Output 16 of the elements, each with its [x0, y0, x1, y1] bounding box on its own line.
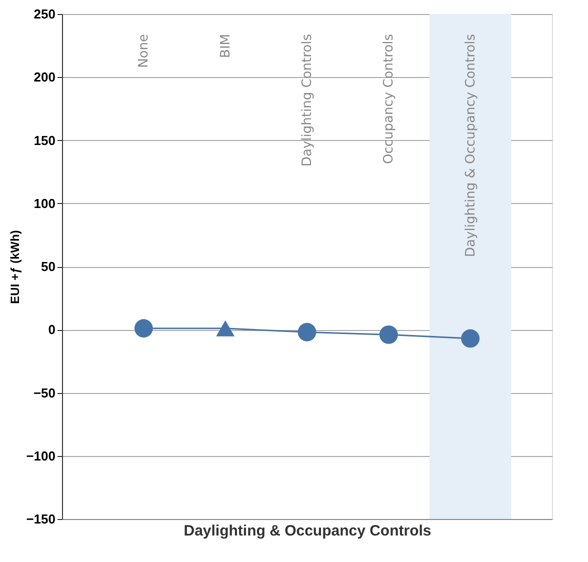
y-tick-label: −50 [33, 385, 56, 400]
y-axis-title: EUI +ƒ (kWh) [8, 230, 22, 304]
x-tick-label: None [136, 34, 152, 68]
x-tick-label: BIM [218, 34, 234, 58]
y-tick-label: 200 [34, 70, 56, 85]
x-tick-label: Occupancy Controls [382, 34, 397, 164]
y-tick-label: 150 [34, 132, 56, 148]
y-tick-label: −100 [26, 448, 56, 464]
y-tick-label: 250 [34, 6, 56, 22]
x-axis-title: Daylighting & Occupancy Controls [184, 522, 432, 540]
y-tick-label: 50 [41, 259, 56, 274]
y-tick-label: 100 [34, 196, 56, 211]
x-tick-label: Daylighting Controls [300, 34, 315, 166]
y-tick-label: 0 [48, 322, 56, 338]
y-tick-label: −150 [26, 512, 56, 526]
x-tick-label: Daylighting & Occupancy Controls [463, 34, 478, 257]
